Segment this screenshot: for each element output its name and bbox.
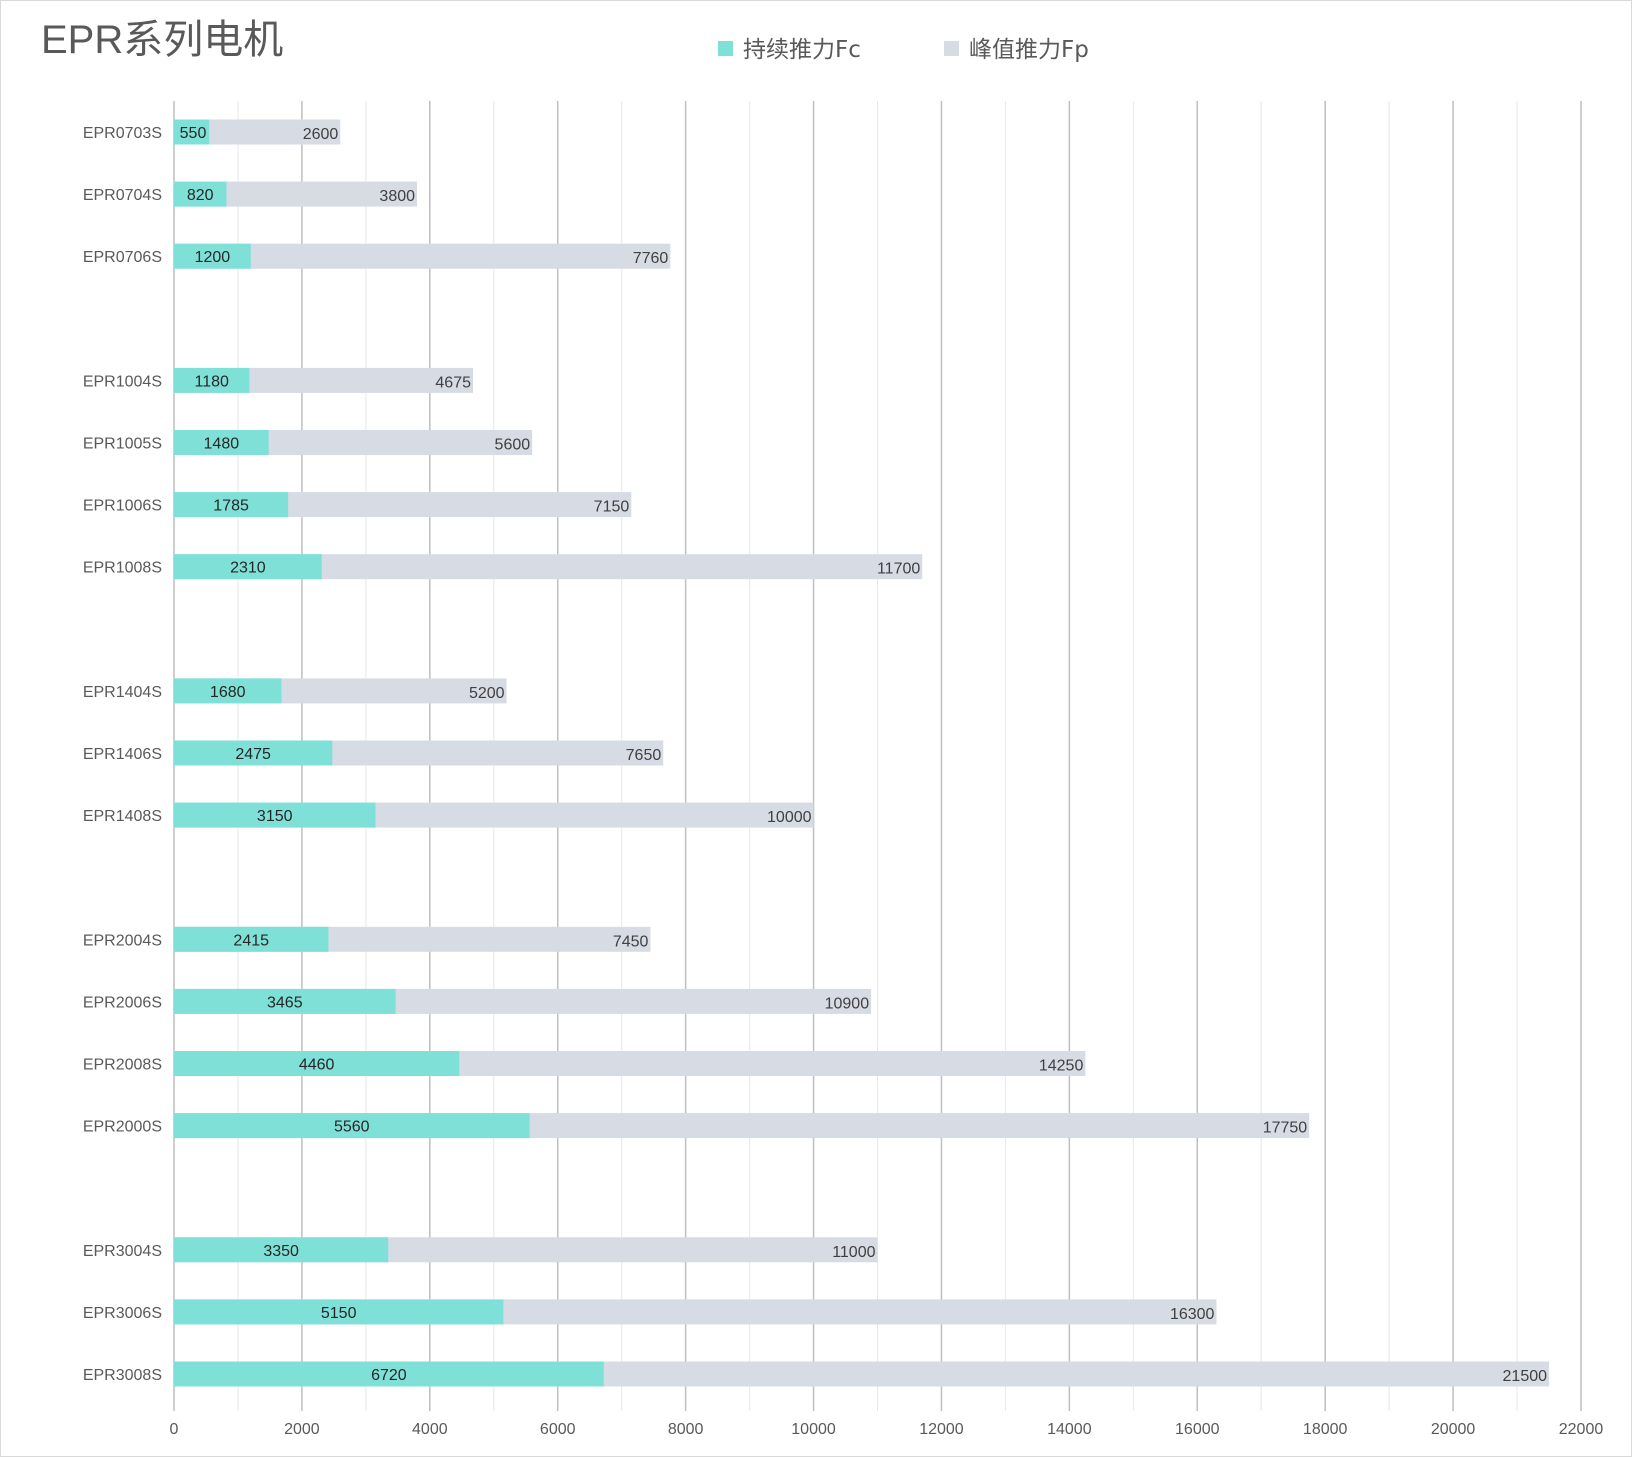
data-label-fp: 3800	[379, 188, 415, 205]
data-label-fc: 1680	[210, 684, 246, 701]
category-label: EPR3006S	[83, 1305, 162, 1322]
bar-continuous-force	[174, 430, 269, 455]
data-label-fp: 10000	[767, 809, 812, 826]
legend-label-fc: 持续推力Fc	[743, 37, 861, 63]
data-label-fp: 7760	[633, 250, 669, 267]
bars	[174, 119, 1550, 1387]
category-label: EPR2000S	[83, 1119, 162, 1136]
category-label: EPR1005S	[83, 436, 162, 453]
bar-continuous-force	[174, 367, 250, 393]
bar-continuous-force	[174, 181, 227, 207]
data-label-fp: 7450	[613, 933, 649, 950]
data-label-fc: 2310	[230, 560, 266, 577]
category-label: EPR1004S	[83, 373, 162, 390]
bar-continuous-force	[174, 926, 329, 952]
category-label: EPR3004S	[83, 1243, 162, 1260]
data-label-fp: 16300	[1170, 1306, 1215, 1323]
bar-continuous-force	[174, 802, 376, 828]
category-label: EPR3008S	[83, 1367, 162, 1384]
category-label: EPR1408S	[83, 808, 162, 825]
bar-continuous-force	[174, 988, 396, 1014]
bar-continuous-force	[174, 1237, 389, 1263]
category-label: EPR0703S	[83, 125, 162, 142]
bar-continuous-force	[174, 1051, 460, 1076]
x-tick-label: 20000	[1431, 1421, 1476, 1438]
labels: EPR0703S 550 2600 EPR0704S 820 3800 EPR0706S 12…	[83, 125, 1547, 1385]
data-label-fc: 1200	[195, 249, 231, 266]
data-label-fp: 7150	[594, 499, 630, 516]
legend: 持续推力Fc 峰值推力Fp	[718, 37, 1089, 63]
data-label-fp: 2600	[303, 126, 339, 143]
x-tick-label: 2000	[284, 1421, 320, 1438]
legend-swatch-fc	[718, 41, 733, 56]
data-label-fc: 3465	[267, 994, 303, 1011]
x-tick-label: 10000	[791, 1421, 836, 1438]
x-tick-label: 6000	[540, 1421, 576, 1438]
data-label-fp: 17750	[1263, 1120, 1308, 1137]
data-label-fc: 550	[180, 125, 207, 142]
category-label: EPR1404S	[83, 684, 162, 701]
x-axis-ticks: 0 2000 4000 6000 8000 10000 12000 14000 16000 180…	[170, 1421, 1604, 1438]
bar-continuous-force	[174, 119, 210, 145]
data-label-fc: 5560	[334, 1119, 370, 1136]
bar-continuous-force	[174, 740, 333, 766]
x-tick-label: 22000	[1559, 1421, 1604, 1438]
data-label-fc: 4460	[299, 1057, 335, 1074]
data-label-fc: 820	[187, 187, 214, 204]
data-label-fp: 5200	[469, 685, 505, 702]
category-label: EPR2008S	[83, 1057, 162, 1074]
data-label-fp: 11000	[832, 1244, 875, 1261]
bar-continuous-force	[174, 554, 322, 580]
legend-swatch-fp	[944, 41, 959, 56]
legend-label-fp: 峰值推力Fp	[969, 37, 1089, 63]
data-label-fp: 4675	[435, 374, 471, 391]
data-label-fc: 6720	[371, 1367, 407, 1384]
category-label: EPR2004S	[83, 932, 162, 949]
bar-continuous-force	[174, 1361, 604, 1387]
x-tick-label: 18000	[1303, 1421, 1348, 1438]
data-label-fp: 14250	[1039, 1058, 1084, 1075]
category-label: EPR2006S	[83, 994, 162, 1011]
x-tick-label: 16000	[1175, 1421, 1220, 1438]
bar-peak-force	[174, 243, 671, 269]
data-label-fp: 7650	[626, 747, 662, 764]
x-tick-label: 14000	[1047, 1421, 1092, 1438]
data-label-fp: 5600	[495, 437, 531, 454]
data-label-fc: 2415	[233, 932, 269, 949]
gridlines	[173, 101, 1582, 1411]
category-label: EPR1006S	[83, 498, 162, 515]
x-tick-label: 12000	[919, 1421, 964, 1438]
x-tick-label: 0	[170, 1421, 179, 1438]
category-label: EPR1406S	[83, 746, 162, 763]
data-label-fp: 21500	[1503, 1368, 1548, 1385]
x-tick-label: 8000	[668, 1421, 704, 1438]
bar-continuous-force	[174, 492, 289, 518]
category-label: EPR1008S	[83, 560, 162, 577]
category-label: EPR0704S	[83, 187, 162, 204]
data-label-fc: 3150	[257, 808, 293, 825]
bar-continuous-force	[174, 678, 282, 704]
data-label-fc: 1180	[195, 373, 230, 390]
category-label: EPR0706S	[83, 249, 162, 266]
chart-title: EPR系列电机	[41, 18, 283, 62]
data-label-fc: 2475	[235, 746, 271, 763]
bar-continuous-force	[174, 1299, 504, 1325]
data-label-fp: 10900	[825, 995, 870, 1012]
data-label-fp: 11700	[877, 561, 920, 578]
bar-continuous-force	[174, 243, 251, 269]
bar-continuous-force	[174, 1113, 530, 1139]
data-label-fc: 5150	[321, 1305, 357, 1322]
data-label-fc: 1785	[213, 498, 249, 515]
x-tick-label: 4000	[412, 1421, 448, 1438]
data-label-fc: 1480	[204, 436, 240, 453]
data-label-fc: 3350	[263, 1243, 299, 1260]
